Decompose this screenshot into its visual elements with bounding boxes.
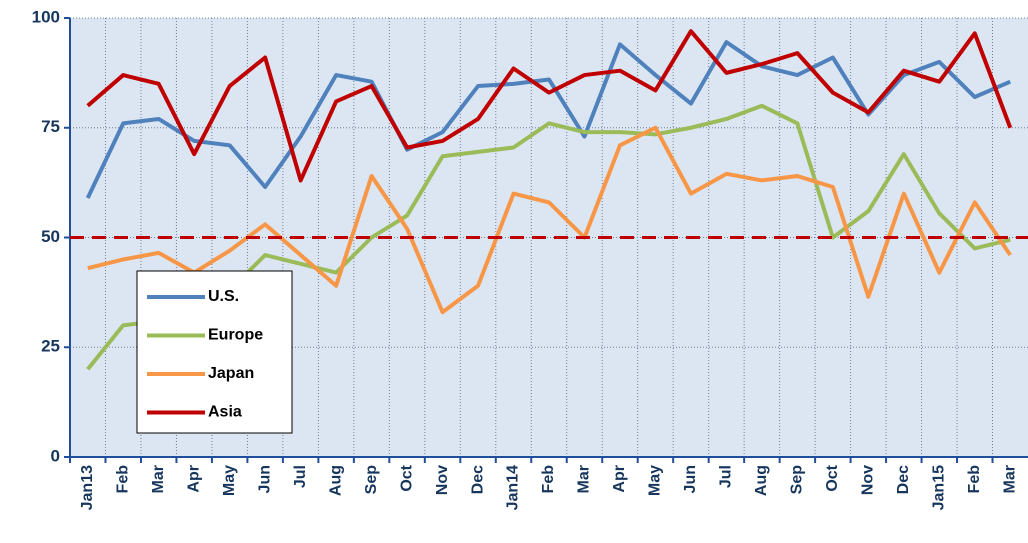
- x-tick-label: Jan14: [505, 465, 522, 510]
- series-line: [85, 40, 1012, 199]
- y-tick-label: 50: [41, 227, 60, 246]
- legend-label: Asia: [208, 404, 242, 421]
- x-tick-label: Apr: [185, 465, 202, 493]
- x-tick-label: Feb: [114, 465, 131, 494]
- x-tick-label: Sep: [789, 465, 806, 495]
- y-tick-label: 100: [32, 7, 60, 26]
- legend-label: Japan: [208, 365, 254, 382]
- y-tick-label: 25: [41, 337, 60, 356]
- x-tick-label: Jun: [256, 465, 273, 493]
- x-tick-label: Nov: [434, 465, 451, 495]
- legend-label: U.S.: [208, 288, 239, 305]
- series-line: [87, 125, 1012, 315]
- x-tick-label: Dec: [895, 465, 912, 494]
- x-tick-label: Jan15: [931, 465, 948, 510]
- x-tick-label: Aug: [753, 465, 770, 496]
- x-tick-label: Feb: [966, 465, 983, 494]
- x-tick-label: May: [221, 465, 238, 496]
- x-tick-label: Mar: [576, 465, 593, 493]
- x-tick-label: Apr: [611, 465, 628, 493]
- x-tick-label: Aug: [327, 465, 344, 496]
- x-tick-label: Mar: [150, 465, 167, 493]
- x-tick-label: Oct: [398, 464, 415, 491]
- x-tick-label: Sep: [363, 465, 380, 495]
- y-tick-label: 75: [41, 117, 60, 136]
- x-tick-label: Oct: [824, 464, 841, 491]
- x-tick-label: Jul: [292, 465, 309, 488]
- x-tick-label: Mar: [1001, 465, 1018, 493]
- x-tick-label: Nov: [860, 465, 877, 495]
- x-tick-label: Jul: [718, 465, 735, 488]
- legend-label: Europe: [208, 327, 263, 344]
- x-tick-label: Feb: [540, 465, 557, 494]
- x-tick-label: Jan13: [79, 465, 96, 510]
- x-tick-label: May: [647, 465, 664, 496]
- x-tick-label: Dec: [469, 465, 486, 494]
- y-tick-label: 0: [51, 446, 60, 465]
- x-tick-label: Jun: [682, 465, 699, 493]
- series-line: [86, 29, 1013, 183]
- legend: U.S. Europe Japan Asia: [136, 270, 293, 434]
